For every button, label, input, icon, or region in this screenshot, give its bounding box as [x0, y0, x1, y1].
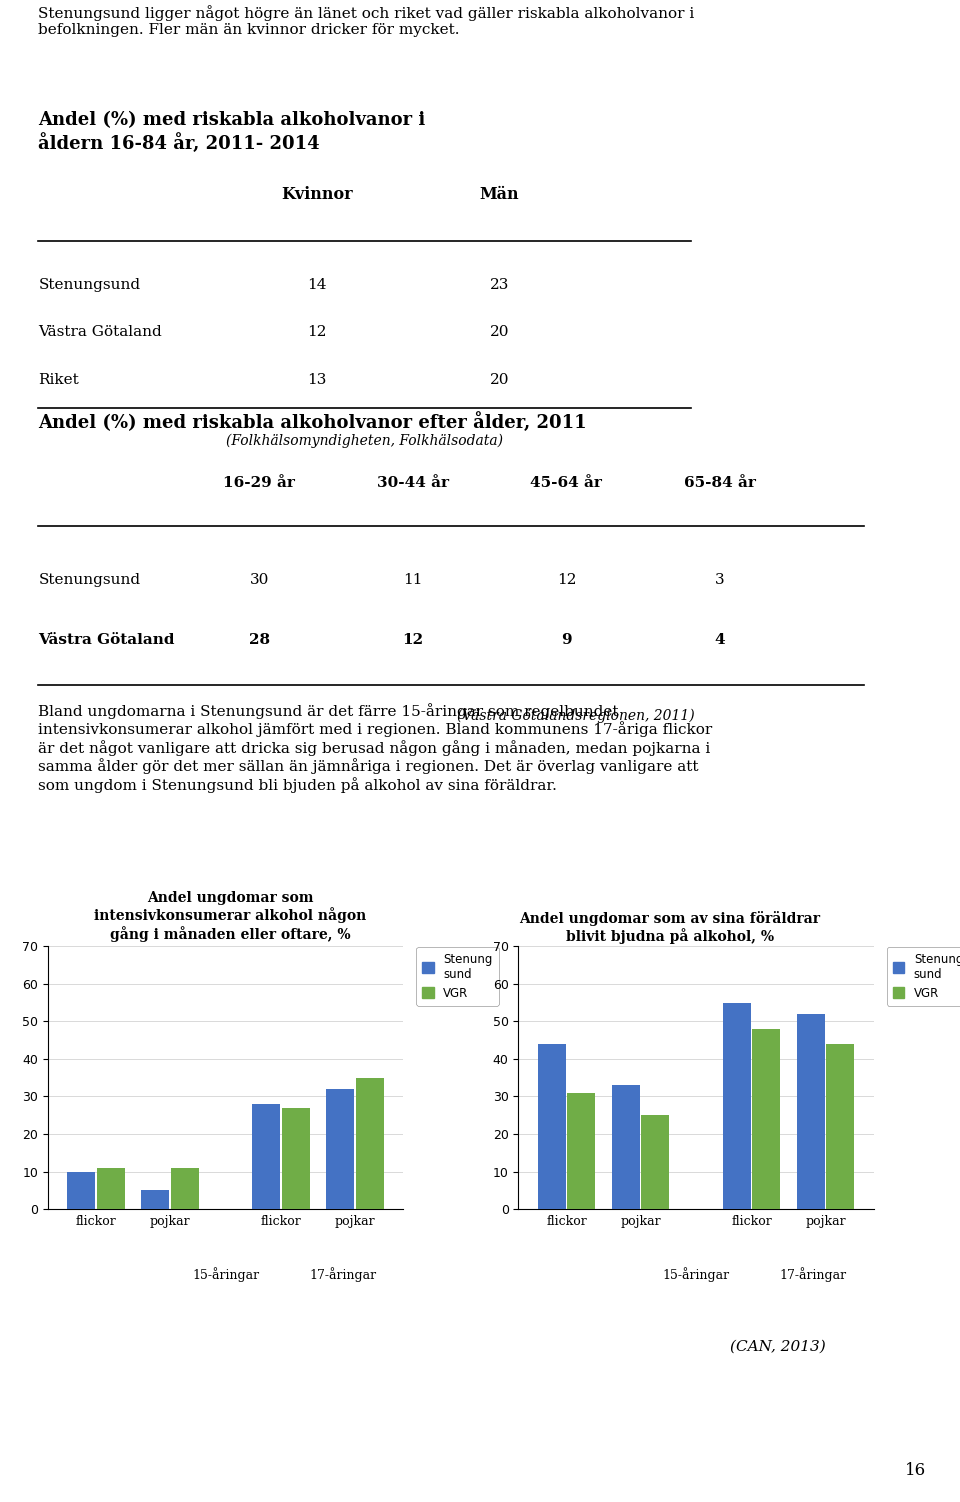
Text: (CAN, 2013): (CAN, 2013): [730, 1340, 826, 1353]
Bar: [723, 1003, 751, 1209]
Text: (Västra Götalandsregionen, 2011): (Västra Götalandsregionen, 2011): [457, 709, 695, 724]
Text: 16-29 år: 16-29 år: [224, 476, 295, 490]
Bar: [67, 1172, 95, 1209]
Text: 4: 4: [714, 632, 726, 647]
Text: 20: 20: [490, 326, 509, 339]
Bar: [326, 1089, 354, 1209]
Bar: [141, 1190, 169, 1209]
Text: 16: 16: [905, 1463, 926, 1479]
Legend: Stenung
sund, VGR: Stenung sund, VGR: [887, 946, 960, 1006]
Bar: [252, 1104, 280, 1209]
Text: 45-64 år: 45-64 år: [531, 476, 602, 490]
Text: 3: 3: [715, 572, 725, 587]
Text: 12: 12: [402, 632, 423, 647]
Text: Andel (%) med riskabla alkoholvanor i
åldern 16-84 år, 2011- 2014: Andel (%) med riskabla alkoholvanor i ål…: [38, 111, 425, 153]
Bar: [827, 1044, 854, 1209]
Text: Västra Götaland: Västra Götaland: [38, 632, 175, 647]
Bar: [282, 1108, 310, 1209]
Bar: [97, 1169, 125, 1209]
Text: Stenungsund: Stenungsund: [38, 278, 140, 291]
Text: Stenungsund: Stenungsund: [38, 572, 140, 587]
Text: Andel ungdomar som
intensivkonsumerar alkohol någon
gång i månaden eller oftare,: Andel ungdomar som intensivkonsumerar al…: [94, 891, 367, 942]
Bar: [171, 1169, 199, 1209]
Text: Västra Götaland: Västra Götaland: [38, 326, 162, 339]
Text: 17-åringar: 17-åringar: [309, 1268, 376, 1281]
Text: Andel ungdomar som av sina föräldrar
blivit bjudna på alkohol, %: Andel ungdomar som av sina föräldrar bli…: [519, 910, 820, 945]
Bar: [356, 1078, 384, 1209]
Text: 9: 9: [561, 632, 572, 647]
Text: 20: 20: [490, 372, 509, 386]
Text: Stenungsund ligger något högre än länet och riket vad gäller riskabla alkoholvan: Stenungsund ligger något högre än länet …: [38, 5, 695, 38]
Text: Riket: Riket: [38, 372, 79, 386]
Text: (Folkhälsomyndigheten, Folkhälsodata): (Folkhälsomyndigheten, Folkhälsodata): [227, 433, 503, 448]
Bar: [612, 1084, 639, 1209]
Bar: [797, 1014, 825, 1209]
Text: 12: 12: [307, 326, 326, 339]
Text: 28: 28: [249, 632, 270, 647]
Text: Andel (%) med riskabla alkoholvanor efter ålder, 2011: Andel (%) med riskabla alkoholvanor efte…: [38, 412, 587, 431]
Legend: Stenung
sund, VGR: Stenung sund, VGR: [417, 946, 498, 1006]
Bar: [567, 1093, 595, 1209]
Text: 30: 30: [250, 572, 269, 587]
Bar: [753, 1029, 780, 1209]
Text: 15-åringar: 15-åringar: [192, 1268, 259, 1281]
Text: Män: Män: [479, 186, 519, 203]
Text: 12: 12: [557, 572, 576, 587]
Text: 23: 23: [490, 278, 509, 291]
Text: Bland ungdomarna i Stenungsund är det färre 15-åringar som regelbundet
intensivk: Bland ungdomarna i Stenungsund är det fä…: [38, 703, 712, 793]
Text: 13: 13: [307, 372, 326, 386]
Bar: [538, 1044, 565, 1209]
Text: 14: 14: [307, 278, 326, 291]
Text: 65-84 år: 65-84 år: [684, 476, 756, 490]
Text: 15-åringar: 15-åringar: [662, 1268, 730, 1281]
Text: 17-åringar: 17-åringar: [780, 1268, 847, 1281]
Text: 11: 11: [403, 572, 422, 587]
Text: Kvinnor: Kvinnor: [281, 186, 352, 203]
Bar: [641, 1114, 669, 1209]
Text: 30-44 år: 30-44 år: [376, 476, 449, 490]
